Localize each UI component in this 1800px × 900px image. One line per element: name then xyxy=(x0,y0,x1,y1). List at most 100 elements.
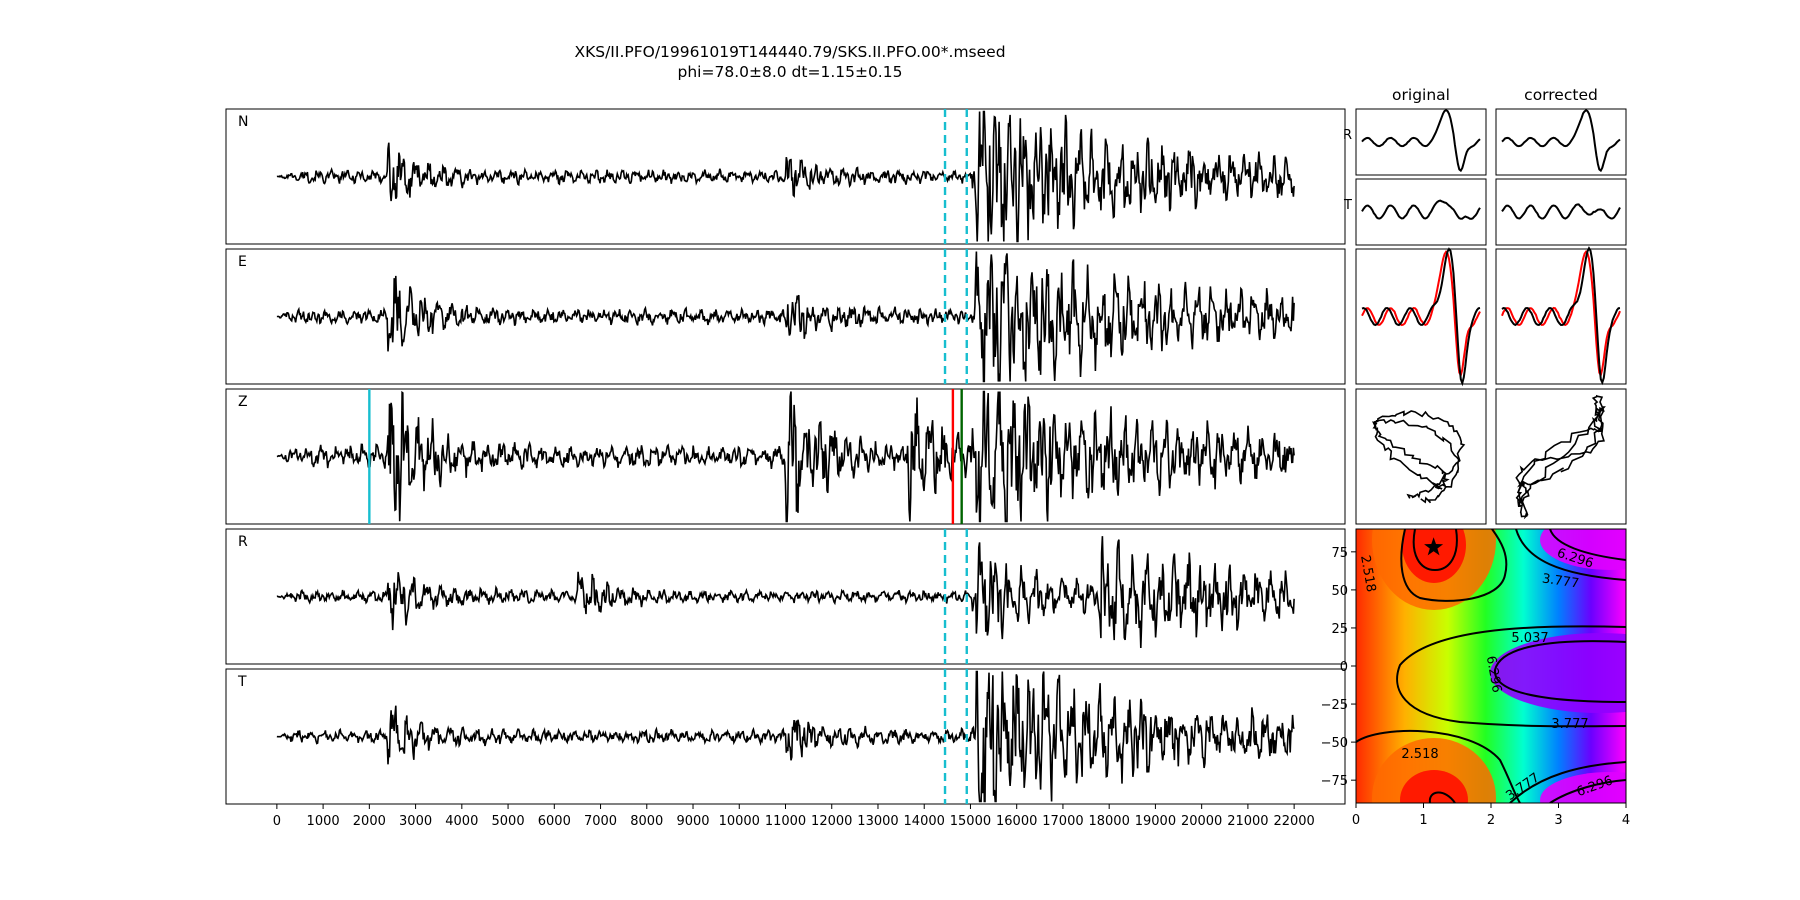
contour-line xyxy=(1549,779,1626,803)
contour-line xyxy=(1356,729,1521,803)
trace-panel-r: R xyxy=(225,528,1346,665)
x-tick-label: 22000 xyxy=(1273,814,1314,829)
x-axis: 0 1000 2000 3000 4000 5000 6000 7000 8000 9000 100… xyxy=(273,804,1315,829)
comparison-frame xyxy=(1355,248,1487,385)
x-tick-label: 10000 xyxy=(719,814,760,829)
x-tick-label: 11000 xyxy=(765,814,806,829)
error-surface-panel: 2.518 2.518 3.777 3.777 3.777 5.037 6.29… xyxy=(1321,528,1630,828)
comparison-original-3 xyxy=(1355,247,1487,387)
x-tick-label: 18000 xyxy=(1088,814,1129,829)
trace-label: N xyxy=(238,114,248,130)
surface-y-tick-label: 0 xyxy=(1340,660,1348,675)
contour-line xyxy=(1493,640,1626,703)
x-tick-label: 13000 xyxy=(857,814,898,829)
comparison-original-2 xyxy=(1355,178,1487,246)
contour-line xyxy=(1549,529,1626,561)
particle-motion-path xyxy=(1372,410,1466,504)
x-tick-label: 7000 xyxy=(584,814,617,829)
trace-waveform xyxy=(276,390,1295,523)
surface-y-tick-label: 25 xyxy=(1331,622,1348,637)
comparison-waveform xyxy=(1501,109,1621,173)
surface-x-tick-label: 2 xyxy=(1487,813,1495,828)
comparison-frame xyxy=(1495,108,1627,176)
trace-label: T xyxy=(237,674,247,690)
error-surface-low-top xyxy=(1540,529,1626,570)
comparison-waveform xyxy=(1501,249,1621,378)
contour-label: 2.518 xyxy=(1401,747,1438,762)
contour-line xyxy=(1412,529,1458,572)
trace-waveform xyxy=(276,670,1295,803)
comparison-original-1 xyxy=(1355,108,1487,176)
comparison-frame xyxy=(1355,178,1487,246)
x-tick-label: 2000 xyxy=(353,814,386,829)
surface-x-tick-label: 4 xyxy=(1622,813,1630,828)
trace-label: E xyxy=(238,254,247,270)
contour-line xyxy=(1396,625,1626,728)
x-tick-label: 5000 xyxy=(492,814,525,829)
comparison-waveform xyxy=(1361,109,1481,173)
trace-frame xyxy=(225,388,1346,525)
comparison-row-label: R xyxy=(1343,128,1352,143)
surface-x-tick-label: 1 xyxy=(1419,813,1427,828)
trace-panel-z: Z xyxy=(225,388,1346,525)
particle-motion-path xyxy=(1515,394,1606,520)
surface-y-tick-label: 75 xyxy=(1331,546,1348,561)
contour-line xyxy=(1509,761,1626,803)
error-surface-core-bottom xyxy=(1400,770,1468,803)
surface-x-tick-label: 0 xyxy=(1352,813,1360,828)
x-tick-label: 19000 xyxy=(1135,814,1176,829)
contour-label: 6.296 xyxy=(1483,655,1504,694)
header-corrected: corrected xyxy=(1524,86,1598,104)
comparison-waveform xyxy=(1361,247,1481,387)
contour-line xyxy=(1400,529,1508,602)
trace-panel-e: E xyxy=(225,248,1346,385)
contour-label: 3.777 xyxy=(1541,572,1580,592)
comparison-waveform xyxy=(1501,246,1621,386)
contour-label: 3.777 xyxy=(1551,717,1588,732)
particle-comparison-panels: RT xyxy=(1343,108,1627,525)
x-tick-label: 12000 xyxy=(811,814,852,829)
comparison-waveform xyxy=(1361,250,1481,378)
trace-panels: N E Z R T xyxy=(225,108,1346,805)
x-tick-label: 9000 xyxy=(676,814,709,829)
trace-panel-n: N xyxy=(225,108,1346,245)
x-tick-label: 0 xyxy=(273,814,281,829)
comparison-row-label: T xyxy=(1343,198,1352,213)
trace-frame xyxy=(225,248,1346,385)
x-tick-label: 6000 xyxy=(538,814,571,829)
comparison-original-4 xyxy=(1355,388,1487,525)
contour-line xyxy=(1428,791,1456,803)
comparison-frame xyxy=(1495,178,1627,246)
trace-label: Z xyxy=(238,394,248,410)
comparison-frame xyxy=(1355,388,1487,525)
x-tick-label: 15000 xyxy=(950,814,991,829)
figure-title: XKS/II.PFO/19961019T144440.79/SKS.II.PFO… xyxy=(574,43,1005,61)
x-tick-label: 3000 xyxy=(399,814,432,829)
trace-waveform xyxy=(276,251,1295,383)
comparison-corrected-3 xyxy=(1495,246,1627,386)
comparison-waveform xyxy=(1501,203,1621,220)
comparison-corrected-1 xyxy=(1495,108,1627,176)
comparison-corrected-2 xyxy=(1495,178,1627,246)
trace-waveform xyxy=(276,536,1295,649)
surface-y-tick-label: 50 xyxy=(1331,584,1348,599)
x-tick-label: 16000 xyxy=(996,814,1037,829)
header-original: original xyxy=(1392,86,1450,104)
x-tick-label: 1000 xyxy=(307,814,340,829)
trace-frame xyxy=(225,528,1346,665)
surface-y-tick-label: −50 xyxy=(1321,736,1348,751)
surface-y-tick-label: −25 xyxy=(1321,698,1348,713)
x-tick-label: 17000 xyxy=(1042,814,1083,829)
x-tick-label: 4000 xyxy=(445,814,478,829)
contour-line xyxy=(1515,529,1626,581)
x-tick-label: 20000 xyxy=(1181,814,1222,829)
best-fit-star xyxy=(1424,537,1444,556)
comparison-frame xyxy=(1495,388,1627,525)
contour-label: 5.037 xyxy=(1511,631,1548,646)
trace-frame xyxy=(225,108,1346,245)
comparison-frame xyxy=(1355,108,1487,176)
contour-label: 2.518 xyxy=(1357,554,1378,593)
trace-label: R xyxy=(238,534,248,550)
trace-waveform xyxy=(276,110,1295,243)
